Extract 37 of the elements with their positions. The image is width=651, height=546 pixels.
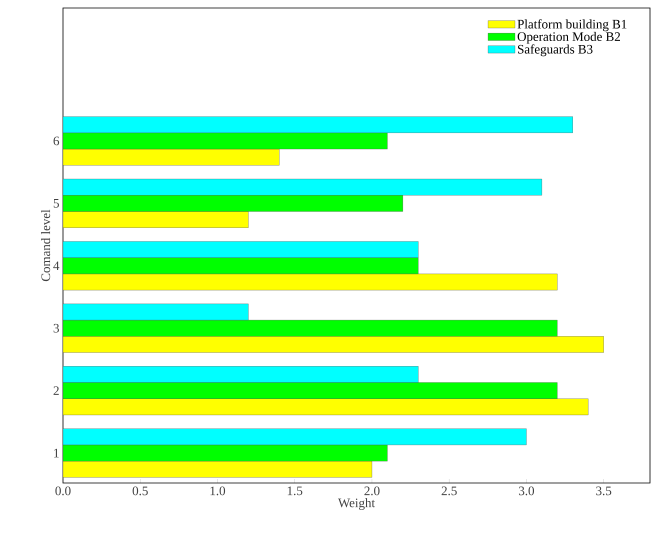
legend-label: Operation Mode B2 xyxy=(518,32,620,44)
bar xyxy=(63,366,418,383)
bar xyxy=(63,148,280,166)
bar xyxy=(63,132,388,150)
bar xyxy=(63,195,403,212)
bar xyxy=(63,428,527,446)
bar xyxy=(63,274,558,290)
bar xyxy=(63,461,372,478)
legend-label: Safeguards B3 xyxy=(518,44,592,56)
y-axis-title: Comand level xyxy=(41,210,50,282)
x-axis-title: Weight xyxy=(338,498,375,510)
legend-label: Platform building B1 xyxy=(518,19,626,32)
x-tick-label: 0.5 xyxy=(132,486,148,496)
bar xyxy=(63,320,558,336)
y-tick-label: 1 xyxy=(54,448,59,458)
x-tick-label: 0.0 xyxy=(55,486,71,496)
bar xyxy=(63,336,604,353)
bar xyxy=(63,178,542,196)
x-tick-label: 1.5 xyxy=(288,486,302,496)
y-tick-label: 2 xyxy=(54,386,59,395)
bar xyxy=(63,258,418,274)
y-tick-label: 4 xyxy=(53,262,60,270)
bar xyxy=(63,444,388,462)
x-tick-label: 2.0 xyxy=(364,486,380,496)
bar xyxy=(63,398,588,416)
x-tick-label: 2.5 xyxy=(442,486,457,496)
x-tick-label: 3.5 xyxy=(596,486,612,496)
bar xyxy=(63,382,558,399)
y-tick-label: 6 xyxy=(54,136,60,146)
bar xyxy=(63,116,573,133)
y-tick-label: 3 xyxy=(54,324,59,333)
bar xyxy=(63,304,249,320)
x-tick-label: 3.0 xyxy=(518,486,534,496)
bar xyxy=(63,241,418,258)
x-tick-label: 1.0 xyxy=(210,486,226,496)
y-tick-label: 5 xyxy=(54,199,59,208)
bar xyxy=(63,211,249,228)
